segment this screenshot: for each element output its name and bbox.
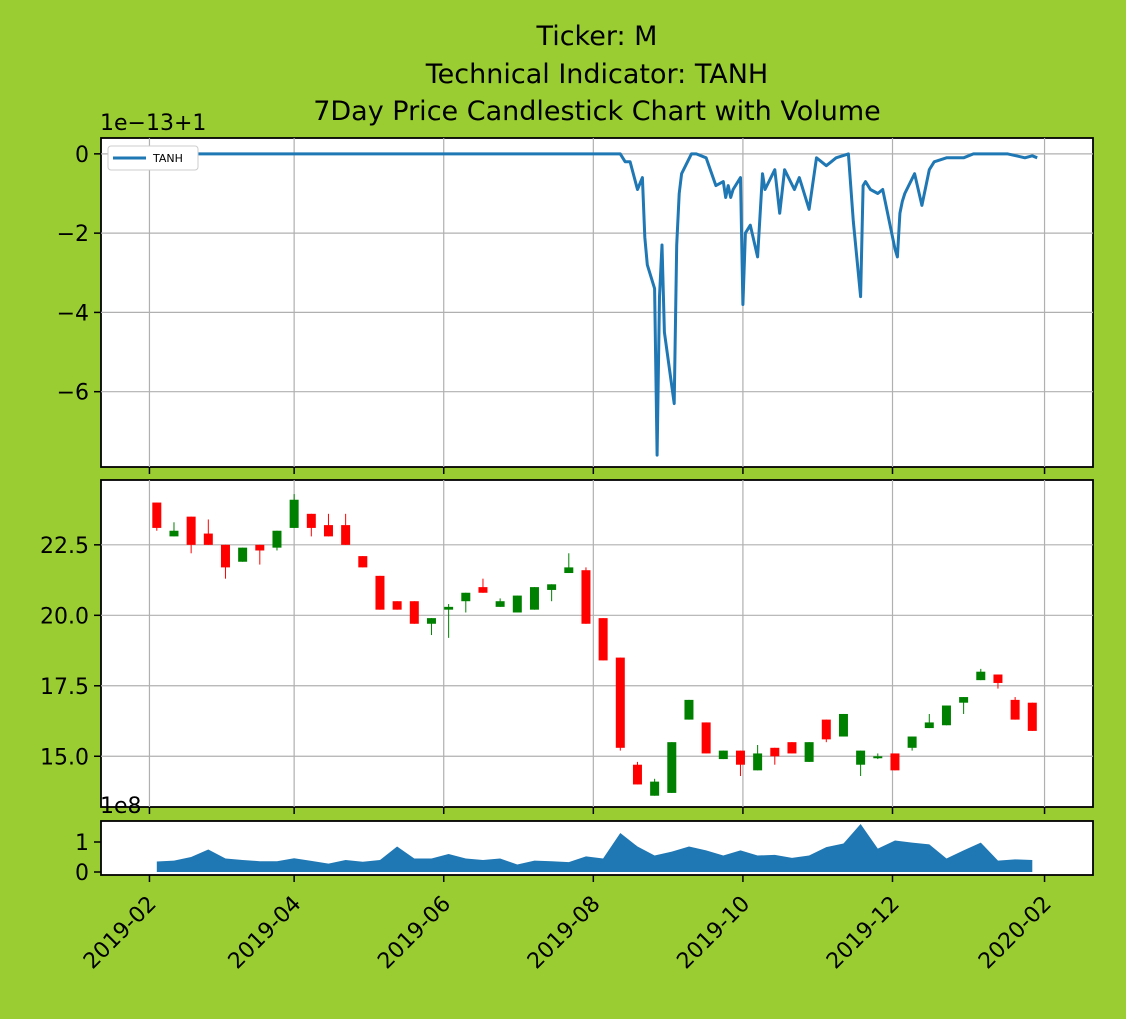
legend-box <box>107 145 199 171</box>
candle-body <box>632 764 642 785</box>
candle-body <box>615 657 625 748</box>
candle-body <box>512 595 522 613</box>
candle-body <box>993 674 1003 683</box>
y-tick-label: 0 <box>75 143 89 168</box>
chart-title-line-2: Technical Indicator: TANH <box>425 59 768 90</box>
candle-body <box>358 556 368 568</box>
candle-body <box>409 601 419 624</box>
candle-body <box>856 750 866 765</box>
candle-body <box>341 525 351 545</box>
candle-body <box>375 575 385 610</box>
candle-body <box>220 544 230 568</box>
y-tick-label: −2 <box>57 222 89 247</box>
y-tick-label: −4 <box>57 301 89 326</box>
candle-body <box>770 747 780 757</box>
candle-body <box>461 592 471 602</box>
candle-body <box>924 722 934 729</box>
candle-body <box>735 750 745 765</box>
candle-body <box>718 750 728 760</box>
candle-body <box>941 705 951 726</box>
candle-body <box>684 699 694 720</box>
candle-body <box>804 742 814 762</box>
chart-title-line-3: 7Day Price Candlestick Chart with Volume <box>313 96 881 127</box>
candles <box>152 494 1037 796</box>
indicator-offset-label: 1e−13+1 <box>100 111 206 136</box>
y-tick-label: 17.5 <box>40 675 89 700</box>
candle-body <box>890 753 900 771</box>
candle-body <box>169 530 179 537</box>
candle-body <box>598 618 608 661</box>
candle-body <box>478 587 488 593</box>
volume-y-ticks: 01 <box>75 831 101 886</box>
y-tick-label: 22.5 <box>40 534 89 559</box>
candle-body <box>1027 702 1037 731</box>
candle-body <box>289 499 299 528</box>
candle-body <box>959 697 969 703</box>
candle-body <box>547 584 557 590</box>
y-tick-label: 15.0 <box>40 745 89 770</box>
tanh-line <box>147 152 1038 457</box>
indicator-panel <box>100 137 1094 468</box>
legend-label-tanh: TANH <box>152 152 183 165</box>
candle-body <box>238 547 248 562</box>
candle-body <box>564 567 574 574</box>
y-tick-label: −6 <box>57 381 89 406</box>
candle-body <box>186 516 196 545</box>
candle-body <box>444 606 454 610</box>
candle-body <box>392 601 402 610</box>
y-tick-label: 20.0 <box>40 604 89 629</box>
candle-body <box>976 671 986 681</box>
candle-body <box>529 587 539 610</box>
candle-body <box>787 742 797 754</box>
candle-body <box>255 544 265 551</box>
candle-body <box>701 722 711 754</box>
candle-body <box>753 753 763 771</box>
candle-body <box>821 719 831 740</box>
candle-body <box>306 513 316 528</box>
candle-body <box>323 525 333 537</box>
candlestick-panel <box>100 479 1094 808</box>
y-tick-label: 0 <box>75 861 89 886</box>
volume-area <box>156 824 1033 872</box>
candle-body <box>667 742 677 793</box>
candle-body <box>650 781 660 796</box>
candlestick-y-ticks: 15.0 17.5 20.0 22.5 <box>40 534 101 770</box>
candle-body <box>581 570 591 624</box>
candlestick-gridlines <box>101 480 1093 807</box>
candle-body <box>272 530 282 548</box>
candle-body <box>907 736 917 748</box>
indicator-y-ticks: 0 −2 −4 −6 <box>57 143 101 406</box>
chart-title-line-1: Ticker: M <box>536 21 658 52</box>
volume-offset-label: 1e8 <box>100 794 142 819</box>
indicator-legend: TANH <box>107 145 199 171</box>
candle-body <box>495 601 505 607</box>
candle-body <box>1010 699 1020 720</box>
y-tick-label: 1 <box>75 831 89 856</box>
candle-body <box>152 502 162 528</box>
candle-body <box>203 533 213 545</box>
candle-body <box>426 618 436 624</box>
candle-body <box>873 756 883 759</box>
candle-body <box>838 713 848 737</box>
